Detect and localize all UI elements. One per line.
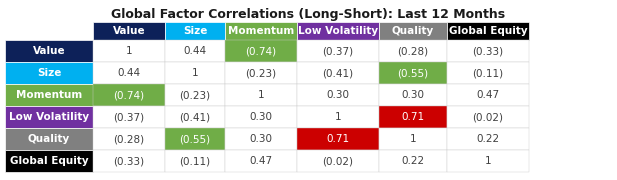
Text: (0.41): (0.41) (180, 112, 210, 122)
Text: (0.55): (0.55) (180, 134, 210, 144)
Bar (93, 22, 165, 40)
Bar (297, 84, 379, 106)
Bar (165, 150, 225, 172)
Bar (165, 40, 225, 62)
Bar (5, 128, 93, 150)
Bar (165, 22, 225, 40)
Text: Size: Size (37, 68, 61, 78)
Text: (0.11): (0.11) (473, 68, 503, 78)
Bar (93, 62, 165, 84)
Bar (93, 40, 165, 62)
Text: Low Volatility: Low Volatility (9, 112, 89, 122)
Text: 0.30: 0.30 (402, 90, 424, 100)
Bar (447, 40, 529, 62)
Bar (5, 62, 93, 84)
Text: 1: 1 (334, 112, 341, 122)
Text: (0.02): (0.02) (323, 156, 354, 166)
Text: 0.47: 0.47 (249, 156, 273, 166)
Text: 0.44: 0.44 (183, 46, 207, 56)
Text: (0.74): (0.74) (114, 90, 144, 100)
Bar (225, 128, 297, 150)
Bar (379, 62, 447, 84)
Text: (0.37): (0.37) (323, 46, 354, 56)
Text: (0.33): (0.33) (114, 156, 144, 166)
Bar (379, 84, 447, 106)
Bar (225, 106, 297, 128)
Bar (165, 128, 225, 150)
Bar (165, 106, 225, 128)
Text: Momentum: Momentum (228, 26, 294, 36)
Bar (297, 40, 379, 62)
Text: 1: 1 (126, 46, 132, 56)
Text: 0.30: 0.30 (249, 112, 273, 122)
Bar (225, 40, 297, 62)
Text: (0.55): (0.55) (397, 68, 429, 78)
Text: 0.71: 0.71 (326, 134, 350, 144)
Bar (225, 22, 297, 40)
Text: 1: 1 (410, 134, 416, 144)
Bar (447, 22, 529, 40)
Text: (0.33): (0.33) (473, 46, 503, 56)
Text: (0.11): (0.11) (180, 156, 210, 166)
Bar (93, 106, 165, 128)
Bar (447, 62, 529, 84)
Bar (165, 84, 225, 106)
Text: (0.28): (0.28) (114, 134, 144, 144)
Bar (225, 62, 297, 84)
Text: Global Equity: Global Equity (449, 26, 528, 36)
Bar (379, 22, 447, 40)
Text: (0.37): (0.37) (114, 112, 144, 122)
Bar (297, 128, 379, 150)
Bar (93, 84, 165, 106)
Bar (5, 40, 93, 62)
Bar (297, 150, 379, 172)
Text: 1: 1 (258, 90, 264, 100)
Text: Size: Size (183, 26, 207, 36)
Bar (379, 128, 447, 150)
Bar (447, 84, 529, 106)
Text: (0.23): (0.23) (246, 68, 276, 78)
Text: 0.44: 0.44 (117, 68, 141, 78)
Text: Momentum: Momentum (16, 90, 82, 100)
Text: 0.30: 0.30 (249, 134, 273, 144)
Text: (0.23): (0.23) (180, 90, 210, 100)
Bar (297, 22, 379, 40)
Text: 0.22: 0.22 (402, 156, 424, 166)
Text: 0.30: 0.30 (326, 90, 349, 100)
Text: (0.28): (0.28) (397, 46, 429, 56)
Bar (5, 84, 93, 106)
Text: 0.22: 0.22 (476, 134, 500, 144)
Bar (165, 62, 225, 84)
Text: 1: 1 (192, 68, 198, 78)
Bar (447, 150, 529, 172)
Text: 0.71: 0.71 (402, 112, 424, 122)
Text: (0.41): (0.41) (323, 68, 354, 78)
Text: 0.47: 0.47 (476, 90, 500, 100)
Text: Low Volatility: Low Volatility (298, 26, 378, 36)
Bar (297, 106, 379, 128)
Bar (379, 40, 447, 62)
Text: Quality: Quality (392, 26, 434, 36)
Text: (0.74): (0.74) (246, 46, 276, 56)
Text: Value: Value (113, 26, 146, 36)
Text: Global Equity: Global Equity (10, 156, 88, 166)
Bar (297, 62, 379, 84)
Text: 1: 1 (485, 156, 491, 166)
Bar (379, 150, 447, 172)
Bar (93, 150, 165, 172)
Bar (225, 150, 297, 172)
Bar (93, 128, 165, 150)
Bar (447, 106, 529, 128)
Bar (5, 106, 93, 128)
Text: Quality: Quality (28, 134, 70, 144)
Bar (447, 128, 529, 150)
Text: (0.02): (0.02) (473, 112, 503, 122)
Text: Global Factor Correlations (Long-Short): Last 12 Months: Global Factor Correlations (Long-Short):… (112, 8, 505, 21)
Bar (225, 84, 297, 106)
Bar (5, 150, 93, 172)
Text: Value: Value (33, 46, 65, 56)
Bar (379, 106, 447, 128)
